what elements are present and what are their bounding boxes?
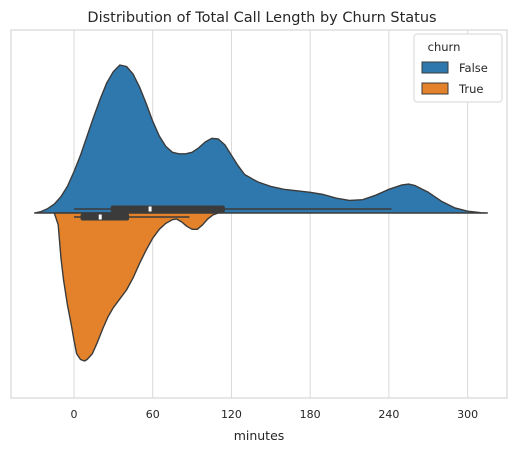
violin-true [53,212,219,362]
x-axis-label: minutes [234,428,285,443]
median-marker-false [148,206,152,212]
violins [33,64,488,362]
box-plots [73,205,392,221]
iqr-box-false [110,205,225,213]
median-marker-true [98,214,102,220]
legend-label-false: False [459,61,488,75]
legend-label-true: True [458,82,483,96]
x-tick-label-0: 0 [70,408,77,421]
x-tick-label-120: 120 [221,408,242,421]
chart-title: Distribution of Total Call Length by Chu… [87,10,436,26]
x-tick-label-300: 300 [457,408,478,421]
violin-false [33,64,488,214]
x-tick-label-180: 180 [300,408,321,421]
legend-swatch-true [421,82,449,95]
iqr-box-true [80,213,130,221]
x-tick-label-60: 60 [146,408,160,421]
legend-swatch-false [421,61,449,74]
x-axis-ticks: 0 60 120 180 240 300 [70,408,478,421]
x-tick-label-240: 240 [378,408,399,421]
legend-title: churn [428,40,461,54]
legend: churn False True [413,33,503,103]
